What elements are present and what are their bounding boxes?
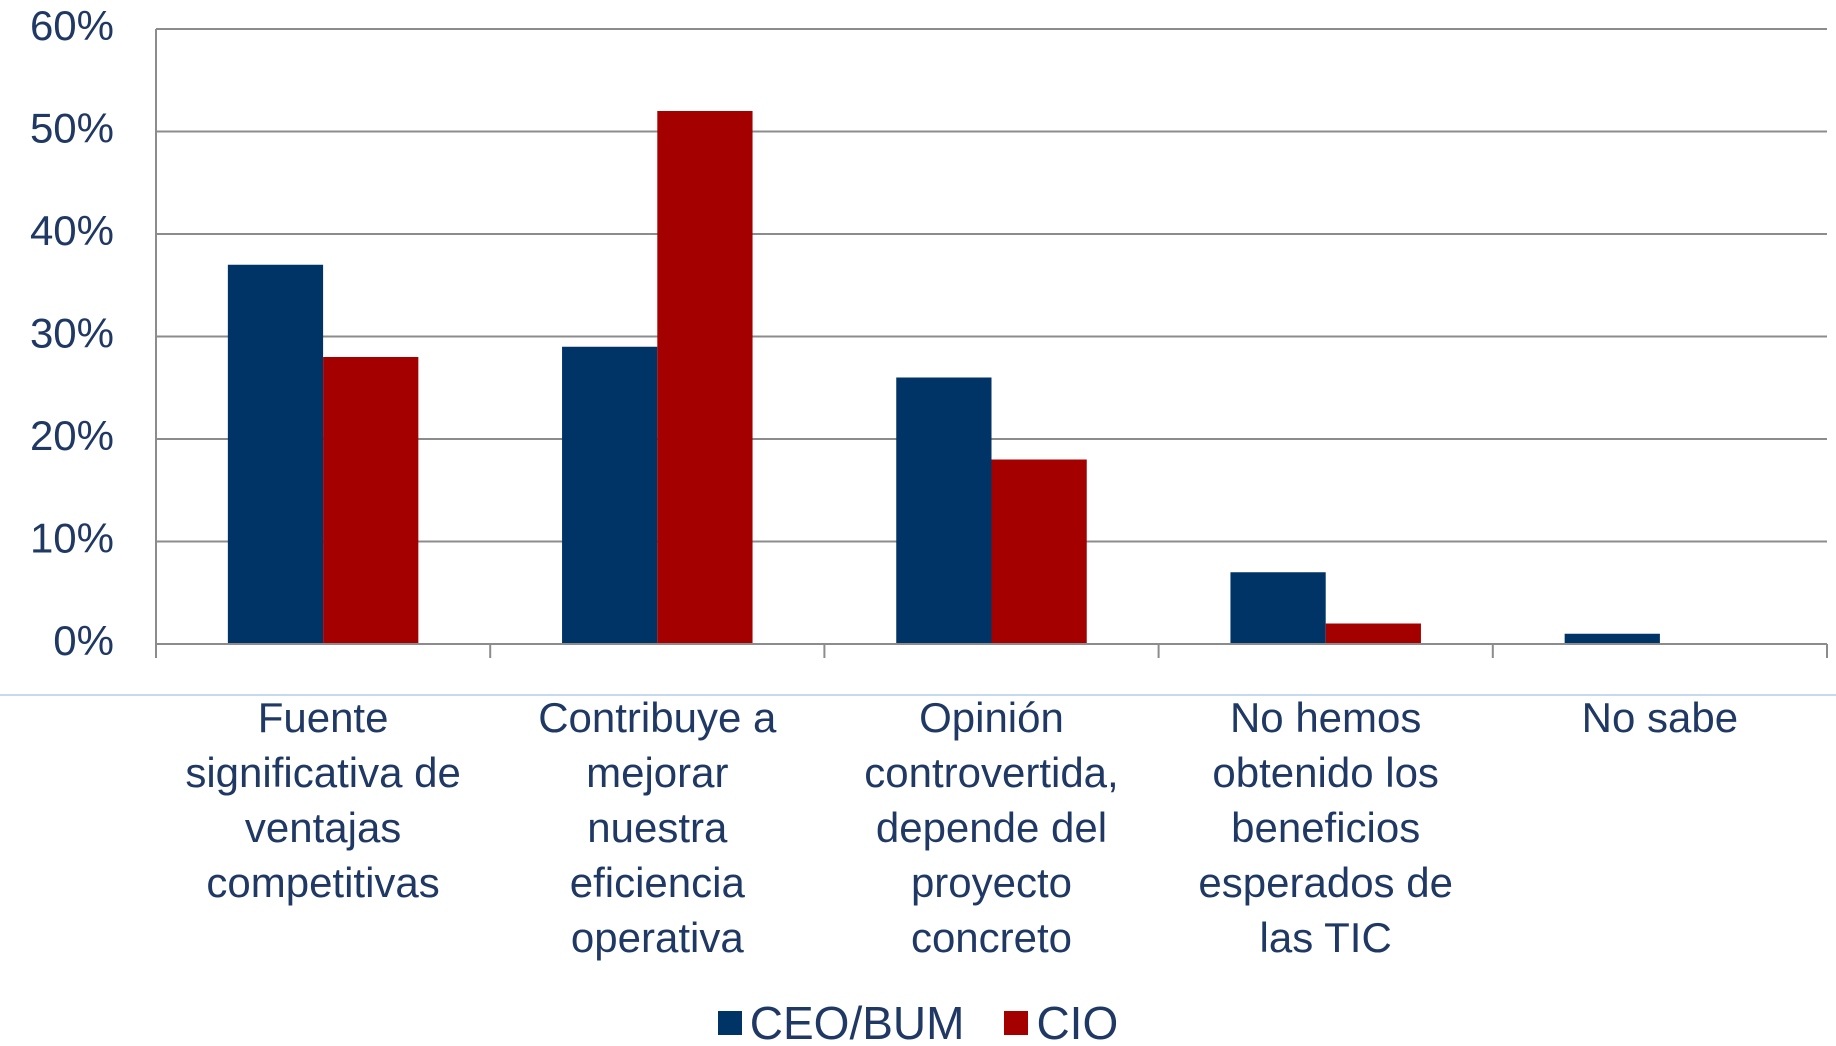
y-tick-label: 30% — [30, 310, 114, 357]
bar — [1564, 633, 1660, 644]
y-tick-label: 0% — [53, 617, 114, 664]
y-tick-label: 50% — [30, 105, 114, 152]
y-tick-label: 60% — [30, 2, 114, 49]
bar — [227, 264, 324, 644]
bar — [1325, 623, 1421, 644]
legend: CEO/BUM CIO — [0, 1000, 1836, 1046]
legend-swatch — [717, 1011, 742, 1035]
x-tick-label: No hemos obtenido los beneficios esperad… — [1198, 694, 1453, 961]
bar — [657, 111, 753, 644]
legend-label: CEO/BUM — [749, 997, 965, 1046]
x-tick-label: Fuente significativa de ventajas competi… — [185, 694, 461, 906]
x-tick-label: Contribuye a mejorar nuestra eficiencia … — [538, 694, 777, 961]
y-tick-label: 20% — [30, 412, 114, 459]
y-tick-label: 40% — [30, 207, 114, 254]
legend-item: CEO/BUM — [717, 997, 965, 1046]
bar — [1230, 572, 1326, 644]
legend-label: CIO — [1036, 997, 1119, 1046]
bar — [562, 346, 658, 644]
bar — [896, 377, 992, 644]
x-tick-label: No sabe — [1581, 694, 1739, 741]
bar — [991, 459, 1087, 644]
legend-swatch — [1004, 1011, 1029, 1035]
legend-item: CIO — [1004, 1000, 1118, 1046]
y-tick-label: 10% — [30, 515, 114, 562]
bar — [323, 357, 419, 644]
x-tick-label: Opinión controvertida, depende del proye… — [864, 694, 1119, 961]
